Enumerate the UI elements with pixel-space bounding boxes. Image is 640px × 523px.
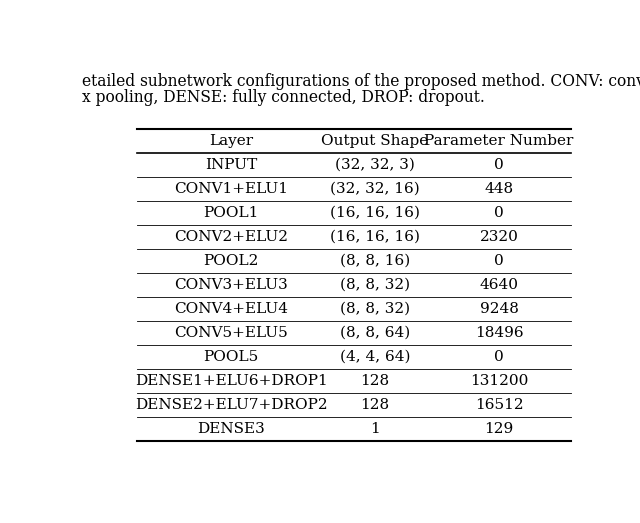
Text: Output Shape: Output Shape <box>321 134 429 148</box>
Text: etailed subnetwork configurations of the proposed method. CONV: convolution, P: etailed subnetwork configurations of the… <box>83 73 640 90</box>
Text: DENSE3: DENSE3 <box>197 422 265 436</box>
Text: 128: 128 <box>360 374 390 388</box>
Text: 0: 0 <box>494 350 504 364</box>
Text: (8, 8, 16): (8, 8, 16) <box>340 254 410 268</box>
Text: 448: 448 <box>484 182 514 196</box>
Text: (32, 32, 3): (32, 32, 3) <box>335 158 415 172</box>
Text: (8, 8, 32): (8, 8, 32) <box>340 302 410 316</box>
Text: CONV3+ELU3: CONV3+ELU3 <box>175 278 288 292</box>
Text: 16512: 16512 <box>475 398 524 412</box>
Text: 0: 0 <box>494 254 504 268</box>
Text: (8, 8, 64): (8, 8, 64) <box>340 326 410 340</box>
Text: INPUT: INPUT <box>205 158 257 172</box>
Text: 129: 129 <box>484 422 514 436</box>
Text: (4, 4, 64): (4, 4, 64) <box>340 350 410 364</box>
Text: 2320: 2320 <box>480 230 518 244</box>
Text: 1: 1 <box>371 422 380 436</box>
Text: x pooling, DENSE: fully connected, DROP: dropout.: x pooling, DENSE: fully connected, DROP:… <box>83 89 485 106</box>
Text: 131200: 131200 <box>470 374 528 388</box>
Text: CONV5+ELU5: CONV5+ELU5 <box>175 326 288 340</box>
Text: 4640: 4640 <box>479 278 518 292</box>
Text: 0: 0 <box>494 158 504 172</box>
Text: CONV4+ELU4: CONV4+ELU4 <box>174 302 288 316</box>
Text: (32, 32, 16): (32, 32, 16) <box>330 182 420 196</box>
Text: 9248: 9248 <box>480 302 518 316</box>
Text: POOL5: POOL5 <box>204 350 259 364</box>
Text: DENSE1+ELU6+DROP1: DENSE1+ELU6+DROP1 <box>135 374 328 388</box>
Text: (16, 16, 16): (16, 16, 16) <box>330 206 420 220</box>
Text: POOL2: POOL2 <box>204 254 259 268</box>
Text: 128: 128 <box>360 398 390 412</box>
Text: Layer: Layer <box>209 134 253 148</box>
Text: Parameter Number: Parameter Number <box>424 134 574 148</box>
Text: CONV1+ELU1: CONV1+ELU1 <box>174 182 288 196</box>
Text: 18496: 18496 <box>475 326 524 340</box>
Text: (16, 16, 16): (16, 16, 16) <box>330 230 420 244</box>
Text: POOL1: POOL1 <box>204 206 259 220</box>
Text: 0: 0 <box>494 206 504 220</box>
Text: DENSE2+ELU7+DROP2: DENSE2+ELU7+DROP2 <box>135 398 328 412</box>
Text: CONV2+ELU2: CONV2+ELU2 <box>174 230 288 244</box>
Text: (8, 8, 32): (8, 8, 32) <box>340 278 410 292</box>
